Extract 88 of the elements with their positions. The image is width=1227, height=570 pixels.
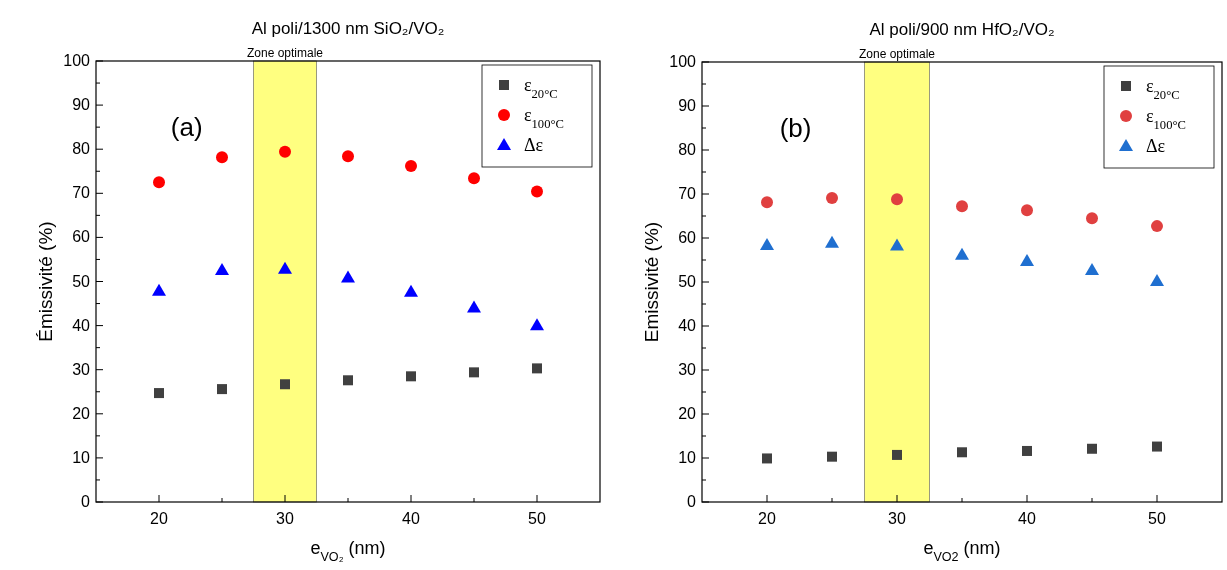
point: [826, 191, 838, 204]
point: [278, 261, 292, 274]
point: [280, 379, 290, 390]
y-tick-label: 80: [678, 141, 697, 158]
point: [956, 200, 968, 213]
point: [530, 318, 544, 331]
point: [1151, 220, 1163, 233]
point: [404, 284, 418, 297]
point: [1085, 263, 1099, 276]
point: [152, 283, 166, 296]
point: [341, 270, 355, 283]
y-tick-label: 40: [678, 317, 697, 334]
point: [467, 300, 481, 313]
point: [406, 371, 416, 382]
y-tick-label: 100: [63, 52, 91, 69]
point: [217, 384, 227, 395]
point: [1150, 274, 1164, 287]
point: [1152, 441, 1162, 452]
point: [1022, 445, 1032, 456]
x-tick-label: 40: [402, 510, 420, 527]
point: [532, 363, 542, 374]
legend-label: ε$_{100°C}$: [524, 105, 564, 131]
band-label: Zone optimale: [246, 46, 324, 60]
point: [216, 151, 228, 164]
y-tick-label: 50: [678, 273, 697, 290]
y-tick-label: 50: [72, 272, 91, 290]
point: [154, 388, 164, 399]
chart-title: Al poli/1300 nm SiO₂/VO₂: [251, 19, 445, 38]
x-tick-label: 50: [1148, 510, 1166, 527]
annotation: (b): [779, 113, 812, 143]
y-tick-label: 10: [72, 448, 91, 466]
y-tick-label: 90: [72, 96, 91, 114]
y-axis-title: Emissivité (%): [641, 221, 662, 343]
point: [1020, 253, 1034, 266]
point: [405, 159, 417, 172]
y-tick-label: 0: [81, 493, 91, 510]
point: [891, 193, 903, 206]
x-tick-label: 20: [150, 510, 168, 527]
legend-label: ε$_{20°C}$: [1146, 76, 1180, 102]
point: [761, 196, 773, 209]
chart-title: Al poli/900 nm HfO₂/VO₂: [869, 20, 1055, 39]
point: [892, 449, 902, 460]
point: [1086, 212, 1098, 225]
x-tick-label: 50: [528, 510, 546, 527]
x-tick-label: 40: [1018, 510, 1036, 527]
annotation: (a): [170, 112, 203, 142]
legend-label: ε$_{20°C}$: [524, 75, 558, 101]
x-tick-label: 30: [276, 510, 294, 527]
point: [890, 238, 904, 251]
y-tick-label: 100: [669, 53, 697, 70]
point: [279, 145, 291, 158]
y-tick-label: 20: [72, 404, 91, 422]
legend-label: Δε: [524, 135, 544, 155]
point: [1087, 443, 1097, 454]
point: [955, 247, 969, 260]
y-tick-label: 70: [72, 184, 91, 202]
point: [1021, 204, 1033, 217]
y-tick-label: 40: [72, 316, 91, 334]
y-axis-title: Émissivité (%): [35, 221, 56, 342]
point: [957, 447, 967, 458]
y-tick-label: 60: [678, 229, 697, 246]
legend-label: Δε: [1146, 136, 1166, 156]
point: [469, 367, 479, 378]
point: [153, 176, 165, 189]
y-tick-label: 90: [678, 97, 697, 114]
band-label: Zone optimale: [858, 47, 936, 61]
point: [762, 453, 772, 464]
point: [825, 235, 839, 248]
point: [468, 172, 480, 185]
y-tick-label: 70: [678, 185, 697, 202]
point: [343, 375, 353, 386]
point: [215, 263, 229, 276]
x-tick-label: 30: [888, 510, 906, 527]
y-tick-label: 80: [72, 140, 91, 158]
point: [760, 238, 774, 251]
x-axis-title: e$_{VO2}$ (nm): [923, 538, 1001, 564]
y-tick-label: 0: [687, 493, 697, 510]
y-tick-label: 20: [678, 405, 697, 422]
point: [827, 451, 837, 462]
point: [531, 185, 543, 198]
x-tick-label: 20: [758, 510, 776, 527]
y-tick-label: 10: [678, 449, 697, 466]
x-axis-title: e$_{VO₂}$ (nm): [310, 538, 386, 564]
legend-label: ε$_{100°C}$: [1146, 106, 1186, 132]
y-tick-label: 30: [72, 360, 91, 378]
y-tick-label: 30: [678, 361, 697, 378]
y-tick-label: 60: [72, 228, 91, 246]
point: [342, 150, 354, 163]
